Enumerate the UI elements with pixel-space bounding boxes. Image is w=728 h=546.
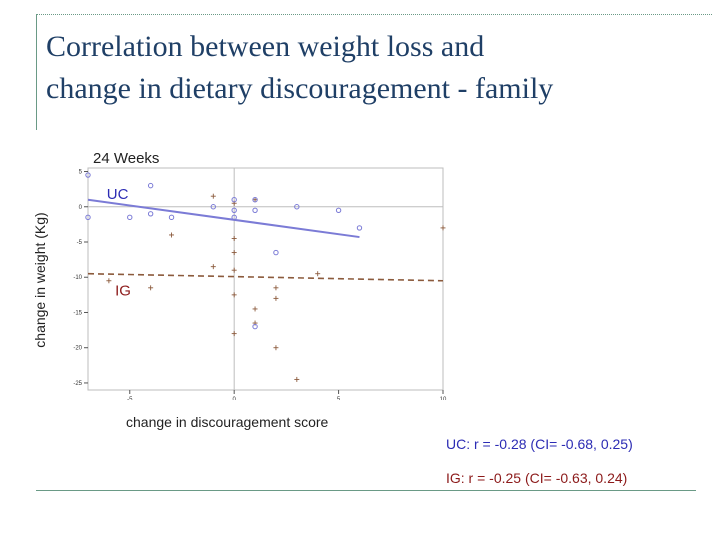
ig-fit-line xyxy=(87,272,444,282)
x-tick-label: 10 xyxy=(440,397,447,400)
uc-point xyxy=(168,214,175,221)
ig-correlation-stat: IG: r = -0.25 (CI= -0.63, 0.24) xyxy=(446,470,628,486)
ig-point xyxy=(273,345,279,351)
uc-point xyxy=(335,207,342,213)
y-axis-label: change in weight (Kg) xyxy=(32,212,48,348)
ig-point xyxy=(210,264,216,270)
ig-point xyxy=(231,250,237,256)
y-tick-label: 0 xyxy=(79,205,83,211)
uc-point xyxy=(85,172,91,178)
ig-series-label: IG xyxy=(115,283,131,300)
uc-point xyxy=(147,211,154,217)
uc-correlation-stat: UC: r = -0.28 (CI= -0.68, 0.25) xyxy=(446,436,633,452)
uc-point xyxy=(85,214,91,221)
ig-point xyxy=(273,285,279,291)
y-tick-label: -10 xyxy=(73,275,82,281)
bottom-divider xyxy=(36,490,696,491)
uc-point xyxy=(356,225,363,231)
ig-point xyxy=(148,285,154,291)
ig-point xyxy=(440,225,446,231)
x-axis-label: change in discouragement score xyxy=(126,414,329,430)
uc-point xyxy=(231,214,237,221)
ig-point xyxy=(231,292,237,298)
uc-point xyxy=(273,249,279,256)
uc-point xyxy=(210,204,216,210)
ig-point xyxy=(252,197,258,203)
ig-point xyxy=(252,306,258,312)
uc-point xyxy=(231,197,237,203)
title-accent-line xyxy=(36,14,37,130)
ig-point xyxy=(106,278,112,284)
y-tick-label: -20 xyxy=(73,346,82,352)
x-tick-label: 0 xyxy=(233,397,237,400)
y-tick-label: 5 xyxy=(79,170,83,176)
slide-title: Correlation between weight loss and chan… xyxy=(46,26,706,110)
ig-point xyxy=(210,193,216,199)
ig-point xyxy=(273,295,279,301)
uc-point xyxy=(252,197,258,203)
uc-point xyxy=(147,182,154,189)
ig-point xyxy=(231,235,237,241)
slide-title-line-1: Correlation between weight loss and xyxy=(46,30,485,63)
uc-fit-line xyxy=(87,198,360,239)
ig-point xyxy=(315,271,321,277)
uc-point xyxy=(127,214,133,221)
uc-point xyxy=(252,207,258,213)
top-divider xyxy=(36,14,712,15)
uc-point xyxy=(294,204,300,210)
ig-point xyxy=(231,331,237,337)
uc-series-label: UC xyxy=(107,186,129,203)
scatter-plot: 5 0 -5 -10 -15 -20 -25 -5 0 5 10 UC IG xyxy=(73,167,447,400)
y-tick-label: -5 xyxy=(77,240,83,246)
chart-title: 24 Weeks xyxy=(93,150,160,167)
ig-point xyxy=(294,376,300,382)
slide-title-line-2: change in dietary discouragement - famil… xyxy=(46,72,554,105)
uc-point xyxy=(231,207,237,213)
uc-point xyxy=(252,323,258,330)
ig-point xyxy=(231,267,237,273)
ig-point xyxy=(169,232,175,238)
x-tick-label: -5 xyxy=(127,397,133,400)
y-tick-label: -25 xyxy=(73,381,82,387)
y-tick-label: -15 xyxy=(73,310,82,316)
x-tick-label: 5 xyxy=(337,397,341,400)
